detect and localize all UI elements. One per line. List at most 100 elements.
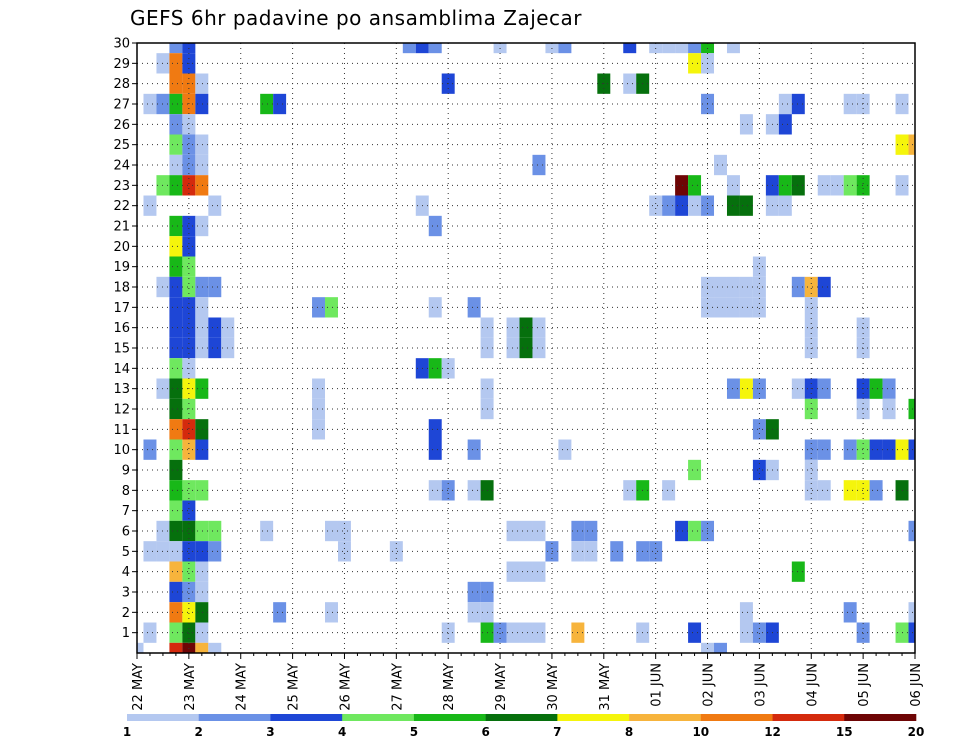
- colorbar: 1 2 3 4 5 6 7 8 10 12 15 20: [123, 714, 925, 739]
- colorbar-label: 10: [692, 725, 709, 739]
- heatmap-cell: [169, 419, 183, 440]
- heatmap-cell: [519, 337, 533, 359]
- colorbar-label: 2: [195, 725, 203, 739]
- heatmap-cell: [182, 642, 196, 653]
- heatmap-cell: [752, 256, 766, 277]
- heatmap-cell: [337, 520, 351, 542]
- heatmap-cell: [169, 43, 183, 54]
- x-tick-label: 27 MAY: [390, 663, 405, 711]
- x-tick-label: 30 MAY: [546, 663, 561, 711]
- heatmap-cell: [675, 195, 689, 216]
- heatmap-cell: [701, 642, 715, 653]
- heatmap-cell: [752, 622, 766, 643]
- heatmap-cell: [908, 439, 915, 460]
- heatmap-cell: [623, 73, 637, 94]
- heatmap-cell: [532, 337, 546, 359]
- heatmap-cell: [428, 43, 442, 54]
- heatmap-cell: [467, 297, 481, 318]
- heatmap-cell: [169, 114, 183, 135]
- heatmap-cell: [688, 53, 702, 74]
- y-tick-label: 5: [122, 545, 130, 560]
- heatmap-cell: [506, 561, 520, 582]
- colorbar-swatch: [700, 714, 773, 721]
- heatmap-cell: [908, 398, 915, 420]
- grid-lines: [137, 43, 915, 653]
- heatmap-cell: [428, 480, 442, 501]
- heatmap-cell: [195, 622, 209, 643]
- heatmap-cell: [467, 581, 481, 603]
- heatmap-cell: [195, 561, 209, 582]
- y-tick-label: 8: [122, 484, 130, 499]
- heatmap-cell: [532, 561, 546, 582]
- heatmap-cell: [506, 337, 520, 359]
- heatmap-cell: [169, 602, 183, 623]
- heatmap-cell: [441, 480, 455, 501]
- heatmap-cell: [869, 480, 883, 501]
- heatmap-cell: [182, 256, 196, 277]
- heatmap-cell: [467, 602, 481, 623]
- heatmap-cell: [208, 642, 222, 653]
- heatmap-cell: [804, 480, 818, 501]
- heatmap-cell: [791, 378, 805, 399]
- colorbar-swatch: [198, 714, 271, 721]
- heatmap-cell: [856, 175, 870, 196]
- y-tick-label: 2: [122, 606, 130, 621]
- colorbar-swatch: [485, 714, 558, 721]
- heatmap-cell: [506, 317, 520, 338]
- heatmap-cell: [169, 175, 183, 196]
- heatmap-cell: [688, 459, 702, 481]
- heatmap-cell: [843, 93, 857, 115]
- heatmap-cell: [908, 602, 915, 623]
- heatmap-cell: [726, 297, 740, 318]
- heatmap-cell: [519, 520, 533, 542]
- x-tick-label: 29 MAY: [494, 663, 509, 711]
- colorbar-label: 12: [764, 725, 781, 739]
- heatmap-cell: [843, 175, 857, 196]
- heatmap-cell: [778, 93, 792, 115]
- heatmap-cell: [778, 195, 792, 216]
- heatmap-cell: [195, 337, 209, 359]
- heatmap-cell: [752, 276, 766, 298]
- heatmap-cell: [428, 215, 442, 237]
- heatmap-cell: [532, 317, 546, 338]
- colorbar-label: 7: [553, 725, 561, 739]
- x-tick-label: 04 JUN: [805, 663, 820, 707]
- y-tick-label: 15: [113, 342, 130, 357]
- heatmap-cell: [558, 439, 572, 460]
- heatmap-cell: [169, 215, 183, 237]
- heatmap-cell: [908, 622, 915, 643]
- heatmap-cell: [908, 520, 915, 542]
- heatmap-cell: [714, 276, 727, 298]
- heatmap-cell: [143, 622, 157, 643]
- heatmap-cell: [182, 114, 196, 135]
- heatmap-cell: [182, 602, 196, 623]
- heatmap-cell: [169, 358, 183, 379]
- colorbar-label: 8: [625, 725, 633, 739]
- heatmap-cell: [169, 297, 183, 318]
- x-tick-label: 28 MAY: [442, 663, 457, 711]
- heatmap-cell: [714, 642, 727, 653]
- colorbar-label: 20: [908, 725, 925, 739]
- heatmap-cell: [791, 561, 805, 582]
- heatmap-cell: [856, 622, 870, 643]
- heatmap-cell: [312, 419, 326, 440]
- heatmap-cell: [169, 520, 183, 542]
- heatmap-cell: [208, 276, 222, 298]
- heatmap-cell: [739, 195, 753, 216]
- heatmap-cell: [739, 378, 753, 399]
- heatmap-cell: [467, 480, 481, 501]
- y-tick-label: 26: [113, 118, 130, 133]
- x-tick-label: 25 MAY: [287, 663, 302, 711]
- heatmap-cell: [791, 276, 805, 298]
- heatmap-cell: [169, 317, 183, 338]
- heatmap-cell: [182, 297, 196, 318]
- x-tick-label: 05 JUN: [857, 663, 872, 707]
- colorbar-swatch: [342, 714, 415, 721]
- heatmap-cell: [415, 43, 429, 54]
- heatmap-cell: [195, 480, 209, 501]
- heatmap-cell: [182, 541, 196, 562]
- heatmap-cell: [182, 581, 196, 603]
- y-tick-label: 17: [113, 301, 130, 316]
- y-tick-label: 23: [113, 179, 130, 194]
- heatmap-cell: [623, 43, 637, 54]
